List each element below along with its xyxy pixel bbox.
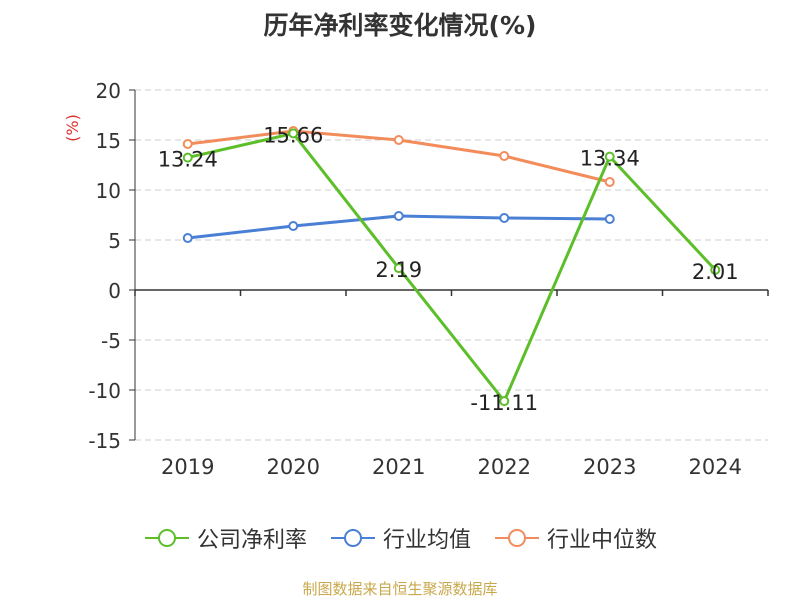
data-point[interactable] xyxy=(182,152,193,163)
legend-item-industry-median[interactable]: 行业中位数 xyxy=(493,522,657,554)
grid-lines xyxy=(135,89,768,441)
data-label: 2.01 xyxy=(692,260,739,284)
data-point[interactable] xyxy=(499,396,510,407)
data-label: 13.24 xyxy=(158,148,218,172)
data-point[interactable] xyxy=(604,177,615,187)
data-point[interactable] xyxy=(710,264,721,275)
y-tick-label: 15 xyxy=(96,129,121,153)
legend-marker-icon xyxy=(330,529,375,547)
data-point[interactable] xyxy=(393,263,404,274)
data-point[interactable] xyxy=(604,214,615,224)
data-label: 13.34 xyxy=(580,147,640,171)
data-point[interactable] xyxy=(182,233,193,243)
x-tick-label: 2020 xyxy=(267,455,320,479)
legend-item-net-margin[interactable]: 公司净利率 xyxy=(143,522,307,554)
legend-marker-icon xyxy=(495,529,539,547)
data-point[interactable] xyxy=(393,211,404,221)
series-line xyxy=(187,131,717,403)
x-tick-label: 2021 xyxy=(372,455,425,479)
y-tick-label: -10 xyxy=(88,379,121,403)
x-tick-label: 2019 xyxy=(161,455,214,479)
data-point[interactable] xyxy=(288,128,299,139)
series xyxy=(182,126,721,407)
data-point[interactable] xyxy=(499,151,510,161)
data-point[interactable] xyxy=(499,213,510,223)
data-point[interactable] xyxy=(604,151,615,162)
x-tick-label: 2023 xyxy=(583,455,636,479)
legend-label: 行业中位数 xyxy=(547,528,658,553)
legend-item-industry-mean[interactable]: 行业均值 xyxy=(329,522,471,554)
legend: 公司净利率 行业均值 行业中位数 xyxy=(0,522,800,554)
data-label: -11.11 xyxy=(470,391,538,415)
legend-marker-icon xyxy=(144,529,189,547)
data-labels: 13.24 15.66 2.19 -11.11 13.34 2.01 xyxy=(158,123,739,415)
data-label: 2.19 xyxy=(375,258,422,282)
data-point[interactable] xyxy=(182,139,193,149)
y-axis-label: (%) xyxy=(63,114,82,142)
legend-label: 行业均值 xyxy=(382,528,471,553)
y-tick-label: 0 xyxy=(108,279,121,303)
y-tick-label: 5 xyxy=(108,229,121,253)
line-chart: 20 15 10 5 0 -5 -10 -15 2019 2020 2021 2022 2023 2024… xyxy=(63,79,769,479)
data-point[interactable] xyxy=(393,135,404,145)
y-tick-label: 20 xyxy=(96,79,121,103)
x-tick-label: 2022 xyxy=(478,455,531,479)
y-tick-label: -5 xyxy=(101,329,121,353)
legend-label: 公司净利率 xyxy=(196,528,307,553)
chart-title: 历年净利率变化情况(%) xyxy=(263,11,537,40)
x-tick-label: 2024 xyxy=(689,455,742,479)
data-point[interactable] xyxy=(288,221,299,231)
source-note: 制图数据来自恒生聚源数据库 xyxy=(302,580,498,598)
y-tick-label: 10 xyxy=(96,179,121,203)
y-tick-label: -15 xyxy=(88,429,121,453)
axes: 20 15 10 5 0 -5 -10 -15 2019 2020 2021 2022 2023 2024 xyxy=(88,79,769,479)
data-label: 15.66 xyxy=(263,123,323,147)
